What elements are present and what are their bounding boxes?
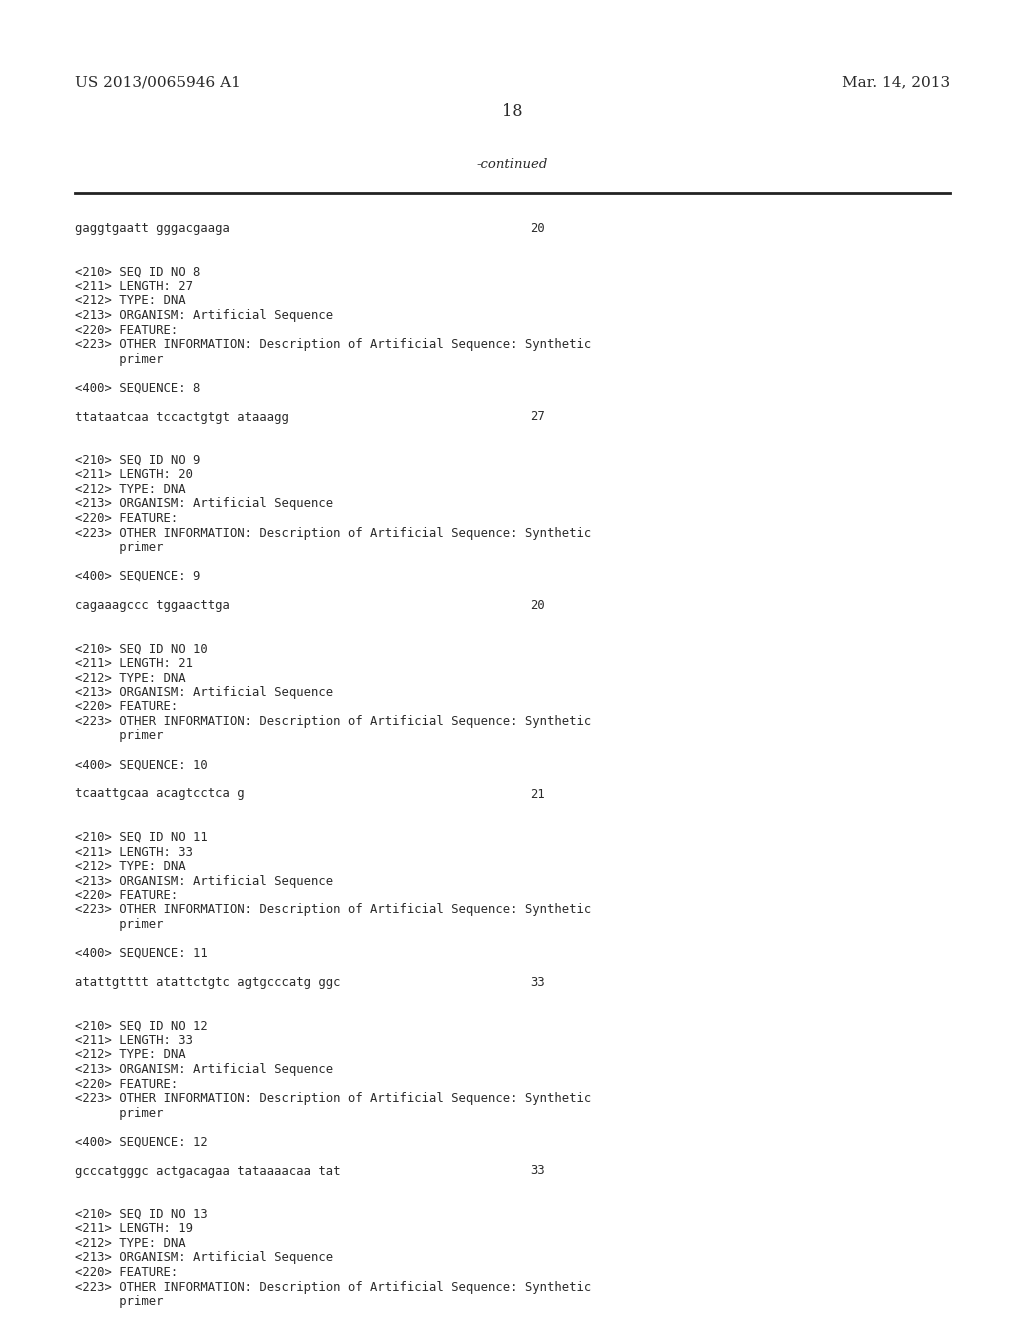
Text: <400> SEQUENCE: 12: <400> SEQUENCE: 12 [75, 1135, 208, 1148]
Text: -continued: -continued [476, 158, 548, 172]
Text: tcaattgcaa acagtcctca g: tcaattgcaa acagtcctca g [75, 788, 245, 800]
Text: cagaaagccc tggaacttga: cagaaagccc tggaacttga [75, 599, 229, 612]
Text: <212> TYPE: DNA: <212> TYPE: DNA [75, 672, 185, 685]
Text: atattgtttt atattctgtc agtgcccatg ggc: atattgtttt atattctgtc agtgcccatg ggc [75, 975, 341, 989]
Text: gaggtgaatt gggacgaaga: gaggtgaatt gggacgaaga [75, 222, 229, 235]
Text: 21: 21 [530, 788, 545, 800]
Text: primer: primer [75, 1106, 164, 1119]
Text: <211> LENGTH: 20: <211> LENGTH: 20 [75, 469, 193, 482]
Text: gcccatgggc actgacagaa tataaaacaa tat: gcccatgggc actgacagaa tataaaacaa tat [75, 1164, 341, 1177]
Text: <223> OTHER INFORMATION: Description of Artificial Sequence: Synthetic: <223> OTHER INFORMATION: Description of … [75, 338, 591, 351]
Text: <213> ORGANISM: Artificial Sequence: <213> ORGANISM: Artificial Sequence [75, 1063, 333, 1076]
Text: <223> OTHER INFORMATION: Description of Artificial Sequence: Synthetic: <223> OTHER INFORMATION: Description of … [75, 527, 591, 540]
Text: <211> LENGTH: 27: <211> LENGTH: 27 [75, 280, 193, 293]
Text: 33: 33 [530, 975, 545, 989]
Text: <220> FEATURE:: <220> FEATURE: [75, 701, 178, 714]
Text: <210> SEQ ID NO 12: <210> SEQ ID NO 12 [75, 1019, 208, 1032]
Text: <213> ORGANISM: Artificial Sequence: <213> ORGANISM: Artificial Sequence [75, 309, 333, 322]
Text: <210> SEQ ID NO 9: <210> SEQ ID NO 9 [75, 454, 201, 467]
Text: <213> ORGANISM: Artificial Sequence: <213> ORGANISM: Artificial Sequence [75, 686, 333, 700]
Text: <223> OTHER INFORMATION: Description of Artificial Sequence: Synthetic: <223> OTHER INFORMATION: Description of … [75, 1280, 591, 1294]
Text: 27: 27 [530, 411, 545, 424]
Text: <212> TYPE: DNA: <212> TYPE: DNA [75, 1237, 185, 1250]
Text: Mar. 14, 2013: Mar. 14, 2013 [842, 75, 950, 88]
Text: <210> SEQ ID NO 13: <210> SEQ ID NO 13 [75, 1208, 208, 1221]
Text: <223> OTHER INFORMATION: Description of Artificial Sequence: Synthetic: <223> OTHER INFORMATION: Description of … [75, 1092, 591, 1105]
Text: <220> FEATURE:: <220> FEATURE: [75, 888, 178, 902]
Text: <211> LENGTH: 33: <211> LENGTH: 33 [75, 846, 193, 858]
Text: <400> SEQUENCE: 11: <400> SEQUENCE: 11 [75, 946, 208, 960]
Text: <213> ORGANISM: Artificial Sequence: <213> ORGANISM: Artificial Sequence [75, 1251, 333, 1265]
Text: ttataatcaa tccactgtgt ataaagg: ttataatcaa tccactgtgt ataaagg [75, 411, 289, 424]
Text: <210> SEQ ID NO 8: <210> SEQ ID NO 8 [75, 265, 201, 279]
Text: <400> SEQUENCE: 10: <400> SEQUENCE: 10 [75, 759, 208, 771]
Text: <223> OTHER INFORMATION: Description of Artificial Sequence: Synthetic: <223> OTHER INFORMATION: Description of … [75, 903, 591, 916]
Text: primer: primer [75, 1295, 164, 1308]
Text: 18: 18 [502, 103, 522, 120]
Text: <220> FEATURE:: <220> FEATURE: [75, 323, 178, 337]
Text: <212> TYPE: DNA: <212> TYPE: DNA [75, 1048, 185, 1061]
Text: primer: primer [75, 730, 164, 742]
Text: <213> ORGANISM: Artificial Sequence: <213> ORGANISM: Artificial Sequence [75, 874, 333, 887]
Text: <211> LENGTH: 33: <211> LENGTH: 33 [75, 1034, 193, 1047]
Text: primer: primer [75, 541, 164, 554]
Text: <223> OTHER INFORMATION: Description of Artificial Sequence: Synthetic: <223> OTHER INFORMATION: Description of … [75, 715, 591, 729]
Text: US 2013/0065946 A1: US 2013/0065946 A1 [75, 75, 241, 88]
Text: <212> TYPE: DNA: <212> TYPE: DNA [75, 294, 185, 308]
Text: primer: primer [75, 352, 164, 366]
Text: 20: 20 [530, 222, 545, 235]
Text: <212> TYPE: DNA: <212> TYPE: DNA [75, 483, 185, 496]
Text: <210> SEQ ID NO 10: <210> SEQ ID NO 10 [75, 643, 208, 656]
Text: <211> LENGTH: 21: <211> LENGTH: 21 [75, 657, 193, 671]
Text: primer: primer [75, 917, 164, 931]
Text: <220> FEATURE:: <220> FEATURE: [75, 1077, 178, 1090]
Text: <400> SEQUENCE: 9: <400> SEQUENCE: 9 [75, 570, 201, 583]
Text: 33: 33 [530, 1164, 545, 1177]
Text: <400> SEQUENCE: 8: <400> SEQUENCE: 8 [75, 381, 201, 395]
Text: <220> FEATURE:: <220> FEATURE: [75, 512, 178, 525]
Text: <220> FEATURE:: <220> FEATURE: [75, 1266, 178, 1279]
Text: <211> LENGTH: 19: <211> LENGTH: 19 [75, 1222, 193, 1236]
Text: <210> SEQ ID NO 11: <210> SEQ ID NO 11 [75, 832, 208, 843]
Text: <212> TYPE: DNA: <212> TYPE: DNA [75, 861, 185, 873]
Text: <213> ORGANISM: Artificial Sequence: <213> ORGANISM: Artificial Sequence [75, 498, 333, 511]
Text: 20: 20 [530, 599, 545, 612]
